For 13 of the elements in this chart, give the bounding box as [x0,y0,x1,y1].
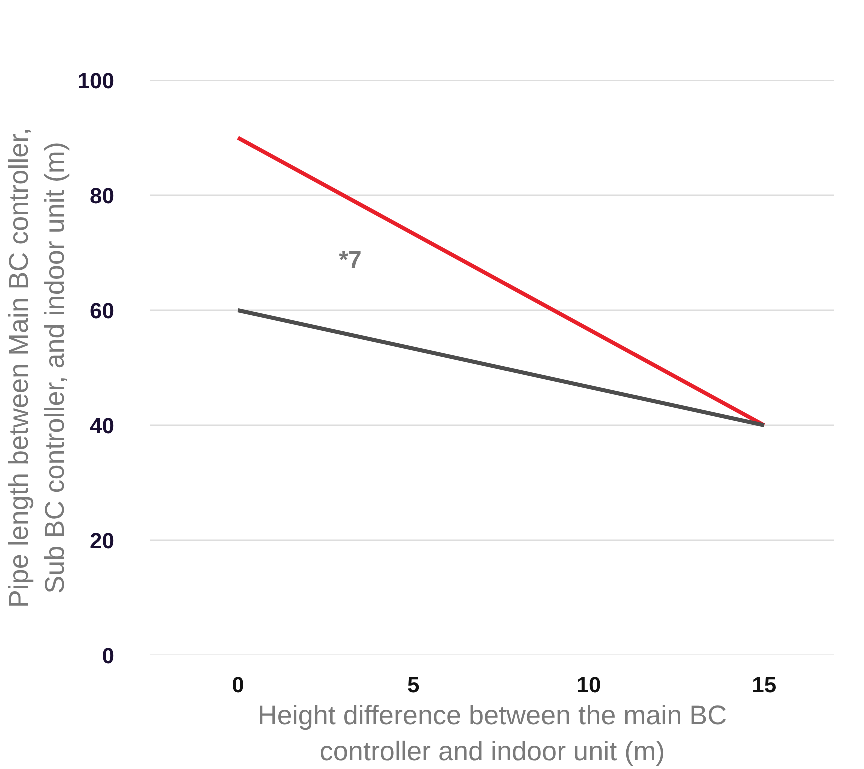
y-tick-label: 20 [90,528,115,554]
y-tick-label: 40 [90,414,115,438]
y-tick-label: 0 [102,644,115,668]
annotation: *7 [339,247,362,274]
y-tick-label: 100 [78,68,115,94]
x-tick-label: 15 [752,672,777,698]
x-axis-title: Height difference between the main BC controller and indoor unit (m) [258,700,728,766]
y-tick-label: 80 [90,184,115,208]
x-tick-label: 5 [407,672,420,698]
x-tick-label: 0 [232,672,244,698]
y-tick-label: 60 [90,298,115,324]
y-axis-title: Pipe length between Main BC controller, Sub BC controller, and indoor unit (m) [4,128,70,608]
x-tick-label: 10 [576,672,602,698]
